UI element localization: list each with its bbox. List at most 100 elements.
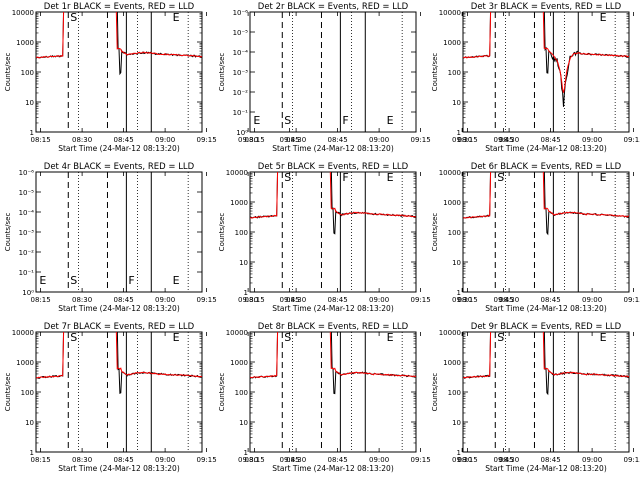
y-tick-label: 1: [244, 449, 248, 457]
panel-1: Det 1r BLACK = Events, RED = LLD 08:15 08:…: [4, 2, 300, 153]
y-tick-label: 10⁻³: [233, 69, 249, 77]
panel-title: Det 8r BLACK = Events, RED = LLD: [258, 322, 409, 332]
x-tick-label: 09:45: [280, 456, 300, 464]
x-tick-label: 09:15: [411, 456, 431, 464]
series-lld-line: [463, 332, 629, 379]
y-tick-label: 1000: [443, 39, 461, 47]
series-lld-line: [250, 172, 416, 219]
x-tick-label: 09:15: [411, 296, 431, 304]
x-axis-label: Start Time (24-Mar-12 08:13:20): [272, 144, 394, 153]
y-axis-label: Counts/sec: [4, 213, 12, 252]
y-tick-label: 10⁻⁶: [19, 169, 35, 177]
interval-marker-label: E: [600, 171, 607, 184]
y-tick-label: 10000: [439, 9, 461, 17]
interval-marker-label: E: [253, 114, 260, 127]
x-tick-label: 09:15: [624, 456, 640, 464]
x-tick-label: 09:30: [238, 136, 258, 144]
y-tick-label: 10⁻⁵: [19, 189, 35, 197]
y-tick-label: 100: [235, 229, 248, 237]
x-tick-label: 08:15: [31, 296, 51, 304]
y-tick-label: 10⁻¹: [19, 269, 35, 277]
x-tick-label: 09:00: [155, 136, 175, 144]
y-tick-label: 10000: [226, 169, 248, 177]
series-lld-line: [463, 12, 629, 93]
x-tick-label: 09:30: [452, 136, 472, 144]
interval-marker-label: S: [70, 274, 77, 287]
x-tick-label: 08:45: [541, 456, 561, 464]
panel-8: Det 8r BLACK = Events, RED = LLD 08:15 08:…: [218, 322, 514, 473]
y-tick-label: 10: [452, 419, 461, 427]
x-tick-label: 08:30: [72, 456, 92, 464]
x-tick-label: 08:15: [458, 296, 478, 304]
interval-marker-label: S: [70, 11, 77, 24]
interval-marker-label: S: [284, 171, 291, 184]
series-lld-line: [36, 12, 202, 59]
x-tick-label: 08:45: [114, 136, 134, 144]
y-tick-label: 10⁻⁴: [233, 49, 249, 57]
interval-marker-label: S: [497, 331, 504, 344]
series-lld-line: [463, 172, 629, 219]
x-tick-label: 09:00: [369, 456, 389, 464]
series-lld-line: [36, 332, 202, 379]
y-tick-label: 10⁻⁵: [233, 29, 249, 37]
x-tick-label: 09:45: [494, 296, 514, 304]
y-tick-label: 10⁰: [22, 289, 34, 297]
y-tick-label: 10⁻²: [19, 249, 35, 257]
y-tick-label: 10⁻²: [233, 89, 249, 97]
x-tick-label: 08:30: [499, 136, 519, 144]
interval-marker-label: S: [284, 114, 291, 127]
y-tick-label: 1: [30, 129, 34, 137]
x-tick-label: 09:15: [624, 296, 640, 304]
x-tick-label: 08:45: [541, 136, 561, 144]
y-tick-label: 100: [448, 389, 461, 397]
interval-marker-label: E: [173, 274, 180, 287]
y-tick-label: 10000: [226, 329, 248, 337]
x-tick-label: 08:30: [286, 136, 306, 144]
panel-2: Det 2r BLACK = Events, RED = LLD 08:15 08:…: [218, 2, 514, 153]
interval-marker-label: E: [387, 114, 394, 127]
y-tick-label: 10: [452, 99, 461, 107]
x-tick-label: 08:45: [114, 456, 134, 464]
y-axis-label: Counts/sec: [431, 53, 439, 92]
x-tick-label: 08:30: [499, 296, 519, 304]
x-tick-label: 09:15: [411, 136, 431, 144]
interval-marker-label: S: [284, 331, 291, 344]
interval-marker-label: E: [600, 11, 607, 24]
y-tick-label: 10000: [12, 9, 34, 17]
y-tick-label: 1: [30, 449, 34, 457]
x-tick-label: 08:45: [114, 296, 134, 304]
x-axis-label: Start Time (24-Mar-12 08:13:20): [272, 304, 394, 313]
x-tick-label: 08:30: [286, 296, 306, 304]
plot-frame: [249, 171, 417, 293]
y-tick-label: 100: [21, 389, 34, 397]
panel-3: Det 3r BLACK = Events, RED = LLD 08:15 08:…: [431, 2, 640, 153]
y-axis-label: Counts/sec: [218, 53, 226, 92]
x-axis-label: Start Time (24-Mar-12 08:13:20): [485, 144, 607, 153]
panel-7: Det 7r BLACK = Events, RED = LLD 08:15 08:…: [4, 322, 300, 473]
y-tick-label: 10: [25, 99, 34, 107]
panel-9: Det 9r BLACK = Events, RED = LLD 08:15 08:…: [431, 322, 640, 473]
x-tick-label: 08:45: [541, 296, 561, 304]
y-tick-label: 1000: [230, 199, 248, 207]
x-tick-label: 08:15: [458, 136, 478, 144]
panel-title: Det 3r BLACK = Events, RED = LLD: [471, 2, 622, 12]
x-tick-label: 09:00: [155, 296, 175, 304]
y-tick-label: 10⁻¹: [233, 109, 249, 117]
x-tick-label: 09:00: [582, 456, 602, 464]
plot-frame: [462, 171, 630, 293]
plot-frame: [462, 331, 630, 453]
interval-marker-label: S: [497, 171, 504, 184]
x-tick-label: 09:00: [369, 136, 389, 144]
x-tick-label: 09:30: [238, 296, 258, 304]
y-tick-label: 10⁻⁴: [19, 209, 35, 217]
panel-title: Det 5r BLACK = Events, RED = LLD: [258, 162, 409, 172]
x-tick-label: 09:30: [452, 296, 472, 304]
plot-frame: [35, 331, 203, 453]
x-tick-label: 08:45: [328, 136, 348, 144]
x-tick-label: 08:15: [31, 456, 51, 464]
y-tick-label: 1000: [443, 359, 461, 367]
y-tick-label: 1000: [230, 359, 248, 367]
x-tick-label: 08:45: [328, 296, 348, 304]
x-axis-label: Start Time (24-Mar-12 08:13:20): [485, 304, 607, 313]
y-tick-label: 10: [239, 259, 248, 267]
